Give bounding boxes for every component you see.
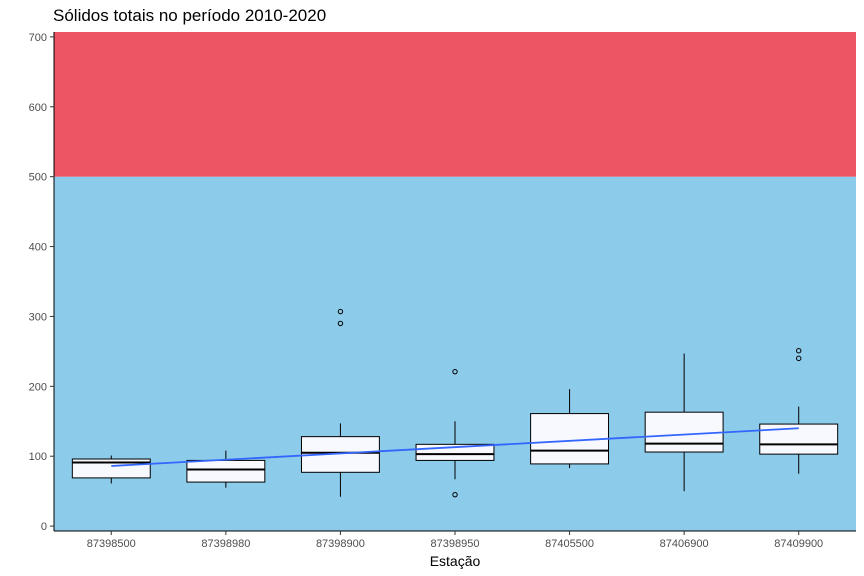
y-tick-label: 600 <box>29 102 47 114</box>
outlier-point <box>452 491 458 498</box>
x-tick-label: 87406900 <box>660 538 709 550</box>
outlier-point <box>452 368 458 375</box>
x-axis: 87398500 87398980 87398900 87398950 87405500… <box>54 530 856 550</box>
exceedance-band <box>54 32 856 177</box>
outlier-point <box>337 320 344 327</box>
box-group <box>644 353 724 492</box>
outlier-point <box>796 355 802 362</box>
x-tick-label: 87409900 <box>774 538 823 550</box>
y-tick-label: 500 <box>29 172 47 184</box>
x-tick-label: 87405500 <box>545 538 594 550</box>
x-tick-label: 87398950 <box>431 538 480 550</box>
trend-line <box>111 427 799 467</box>
y-tick-label: 400 <box>29 242 47 254</box>
y-tick-label: 300 <box>29 311 47 323</box>
box <box>644 411 724 453</box>
box <box>71 458 151 479</box>
y-tick-label: 100 <box>29 451 47 463</box>
outlier-point <box>337 308 344 315</box>
trend-line-group <box>111 427 799 467</box>
x-tick-label: 87398900 <box>316 538 365 550</box>
x-tick-label: 87398500 <box>87 538 136 550</box>
y-axis: 0 100 200 300 400 500 600 700 <box>29 32 55 533</box>
y-tick-label: 700 <box>29 32 47 44</box>
y-tick-label: 200 <box>29 381 47 393</box>
outlier-point <box>796 347 802 354</box>
box <box>186 459 266 483</box>
chart-title: Sólidos totais no período 2010-2020 <box>53 6 326 25</box>
x-axis-title: Estação <box>430 553 481 569</box>
box-group <box>71 455 151 484</box>
x-tick-label: 87398980 <box>201 538 250 550</box>
y-tick-label: 0 <box>41 521 47 533</box>
